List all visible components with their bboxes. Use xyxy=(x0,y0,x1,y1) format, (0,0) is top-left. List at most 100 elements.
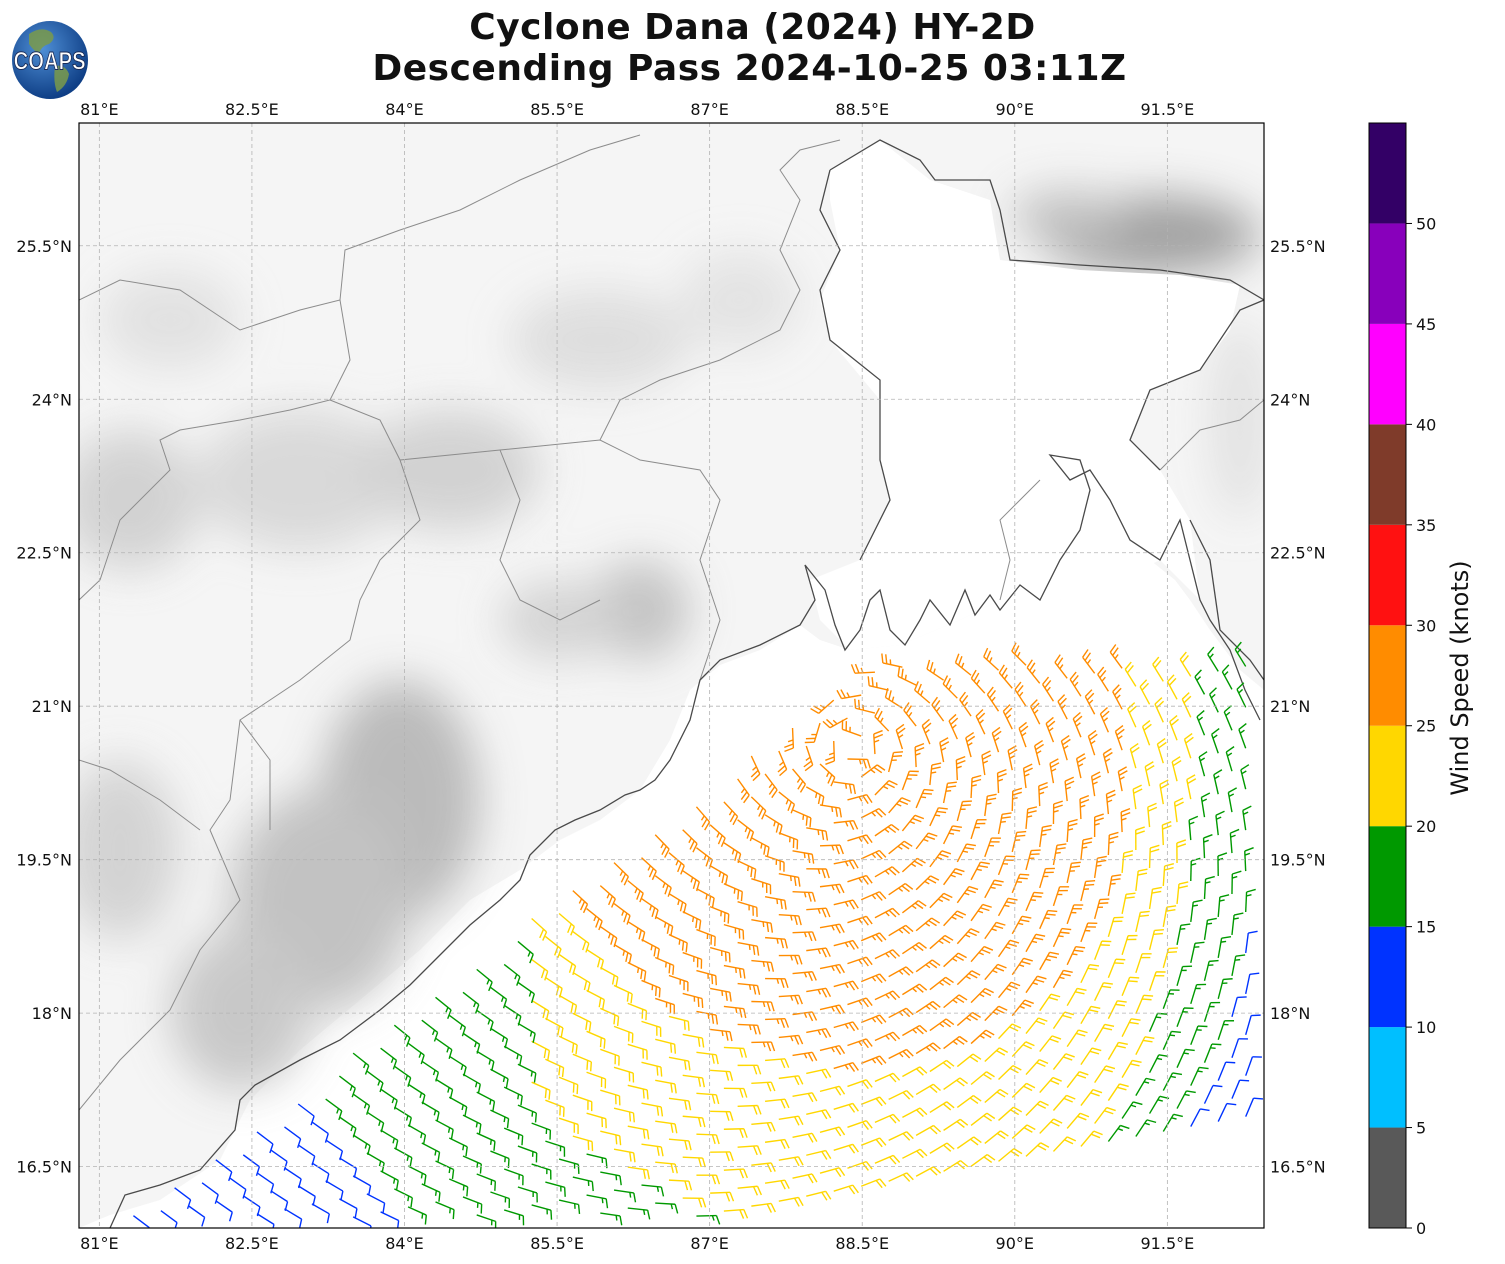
wind-barb xyxy=(764,1179,790,1190)
wind-barb xyxy=(1080,1088,1103,1106)
wind-barb xyxy=(696,1174,721,1185)
wind-barb xyxy=(311,1121,329,1143)
wind-barb xyxy=(297,1144,316,1166)
wind-barb xyxy=(1066,904,1084,925)
colorbar-tick-label: 10 xyxy=(1416,1018,1436,1037)
wind-barb xyxy=(1087,729,1098,756)
wind-barb xyxy=(476,968,493,992)
wind-barb xyxy=(1203,959,1219,981)
wind-barb xyxy=(737,860,757,879)
wind-barb xyxy=(1039,993,1061,1012)
wind-barb xyxy=(915,959,941,973)
wind-barb xyxy=(1109,644,1123,669)
wind-barb xyxy=(737,778,750,804)
wind-barb xyxy=(668,1179,693,1191)
wind-barb xyxy=(613,1025,634,1043)
wind-barb xyxy=(682,829,698,853)
wind-barb xyxy=(1227,787,1237,813)
wind-barb xyxy=(503,1086,523,1106)
wind-barb xyxy=(476,1091,496,1111)
wind-barb xyxy=(654,875,672,897)
wind-barb xyxy=(1169,715,1179,741)
wind-barb xyxy=(1211,728,1220,754)
wind-barb xyxy=(655,1202,679,1214)
wind-barb xyxy=(970,861,990,881)
wind-barb xyxy=(1127,702,1137,728)
wind-barb xyxy=(723,883,743,902)
wind-barb xyxy=(751,1041,776,1052)
wind-barb xyxy=(174,1187,192,1210)
wind-barb xyxy=(888,840,913,855)
wind-barb xyxy=(1105,789,1116,815)
wind-barb xyxy=(325,1180,344,1201)
wind-barb xyxy=(915,1124,942,1136)
wind-barb xyxy=(860,973,887,984)
wind-barb xyxy=(765,1017,790,1028)
wind-barb xyxy=(819,1126,846,1137)
wind-barb xyxy=(1231,996,1247,1017)
wind-barb xyxy=(1011,873,1030,894)
wind-barb xyxy=(943,1118,969,1131)
wind-barb xyxy=(1173,797,1184,823)
wind-barb xyxy=(806,947,831,958)
wind-barb xyxy=(806,1109,832,1120)
wind-barb xyxy=(215,1159,233,1182)
lon-tick-label: 91.5°E xyxy=(1141,1234,1195,1253)
wind-barb xyxy=(270,1149,288,1171)
wind-barb xyxy=(1154,697,1165,723)
wind-barb xyxy=(627,1207,651,1220)
wind-barb xyxy=(641,1184,665,1197)
wind-barb xyxy=(723,1087,748,1098)
wind-barb xyxy=(1014,681,1027,707)
wind-barb xyxy=(860,1096,887,1107)
wind-barb xyxy=(1052,969,1073,989)
wind-barb xyxy=(1242,805,1252,831)
wind-barb xyxy=(710,987,732,1002)
wind-barb xyxy=(613,903,631,925)
wind-barb xyxy=(1135,1036,1155,1055)
colorbar-bin xyxy=(1369,524,1406,626)
colorbar-bin xyxy=(1369,725,1406,827)
wind-barb xyxy=(929,1059,955,1073)
wind-barb xyxy=(929,1142,955,1154)
wind-barb xyxy=(572,1094,593,1112)
wind-barb xyxy=(600,1171,622,1186)
wind-barb xyxy=(723,1128,748,1139)
wind-barb xyxy=(723,964,746,979)
wind-barb xyxy=(833,939,859,950)
wind-barb xyxy=(613,984,633,1004)
wind-barb xyxy=(1144,761,1155,787)
wind-barb xyxy=(1162,1113,1183,1132)
wind-barb xyxy=(641,1143,664,1157)
wind-barb xyxy=(956,800,972,822)
wind-barb xyxy=(531,1204,553,1220)
wind-barb xyxy=(833,819,859,830)
wind-barb xyxy=(1026,659,1041,684)
wind-barb xyxy=(1090,771,1101,797)
wind-barb xyxy=(806,1068,832,1079)
wind-barb xyxy=(965,731,976,758)
wind-barb xyxy=(888,797,911,814)
wind-barb xyxy=(1121,1101,1143,1119)
wind-barb xyxy=(970,669,986,694)
wind-barb xyxy=(311,1203,330,1224)
wind-barb xyxy=(668,1056,691,1071)
wind-barb xyxy=(737,1145,762,1156)
wind-barb xyxy=(737,1104,762,1115)
wind-barb xyxy=(737,900,758,917)
colorbar-label: Wind Speed (knots) xyxy=(1446,560,1474,796)
wind-barb xyxy=(819,1167,846,1178)
lon-tick-label: 87°E xyxy=(690,1234,728,1253)
wind-barb xyxy=(1093,855,1107,879)
wind-barb xyxy=(1176,965,1193,987)
wind-barb xyxy=(1052,800,1063,825)
wind-barb xyxy=(284,1167,302,1189)
wind-barb xyxy=(1082,649,1096,674)
wind-barb xyxy=(926,659,944,681)
wind-barb xyxy=(1156,738,1167,764)
wind-barb xyxy=(710,1110,734,1122)
wind-barb xyxy=(531,1122,552,1140)
wind-barb xyxy=(599,925,618,948)
map-gridlines xyxy=(79,123,1264,1228)
wind-barb xyxy=(517,981,535,1004)
